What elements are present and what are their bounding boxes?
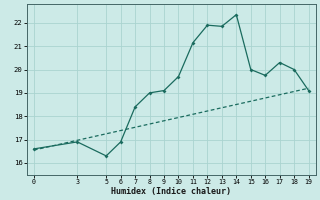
- X-axis label: Humidex (Indice chaleur): Humidex (Indice chaleur): [111, 187, 231, 196]
